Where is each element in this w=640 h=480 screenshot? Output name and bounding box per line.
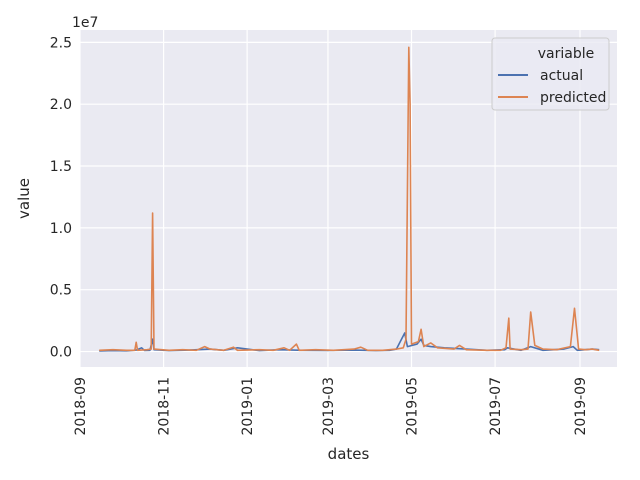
- legend-box: [491, 37, 610, 111]
- legend-title: variable: [538, 46, 594, 62]
- y-tick-label: 1.5: [50, 159, 72, 175]
- x-axis-label: dates: [328, 445, 370, 463]
- y-tick-label: 2.0: [50, 97, 72, 113]
- y-axis-label: value: [15, 178, 33, 219]
- x-tick-label: 2019-01: [240, 377, 256, 436]
- y-axis-ticks: 0.0 0.5 1.0 1.5 2.0 2.5: [50, 35, 72, 360]
- x-axis-ticks: 2018-09 2018-11 2019-01 2019-03 2019-05 2019-…: [73, 377, 589, 436]
- series-lines: [99, 46, 600, 352]
- series-line-predicted: [99, 46, 600, 352]
- grid-lines: [79, 30, 617, 367]
- legend-label-predicted: predicted: [540, 90, 606, 106]
- legend: variable actual predicted: [491, 37, 610, 111]
- x-tick-label: 2019-05: [405, 377, 421, 436]
- y-offset-text: 1e7: [72, 15, 98, 31]
- y-tick-label: 0.5: [50, 283, 72, 299]
- y-tick-label: 0.0: [50, 345, 72, 361]
- y-tick-label: 1.0: [50, 221, 72, 237]
- y-tick-label: 2.5: [50, 35, 72, 51]
- x-tick-label: 2019-09: [573, 377, 589, 436]
- x-tick-label: 2018-11: [157, 377, 173, 436]
- x-tick-label: 2019-07: [488, 377, 504, 436]
- x-tick-label: 2019-03: [321, 377, 337, 436]
- legend-label-actual: actual: [540, 68, 583, 84]
- x-tick-label: 2018-09: [73, 377, 89, 436]
